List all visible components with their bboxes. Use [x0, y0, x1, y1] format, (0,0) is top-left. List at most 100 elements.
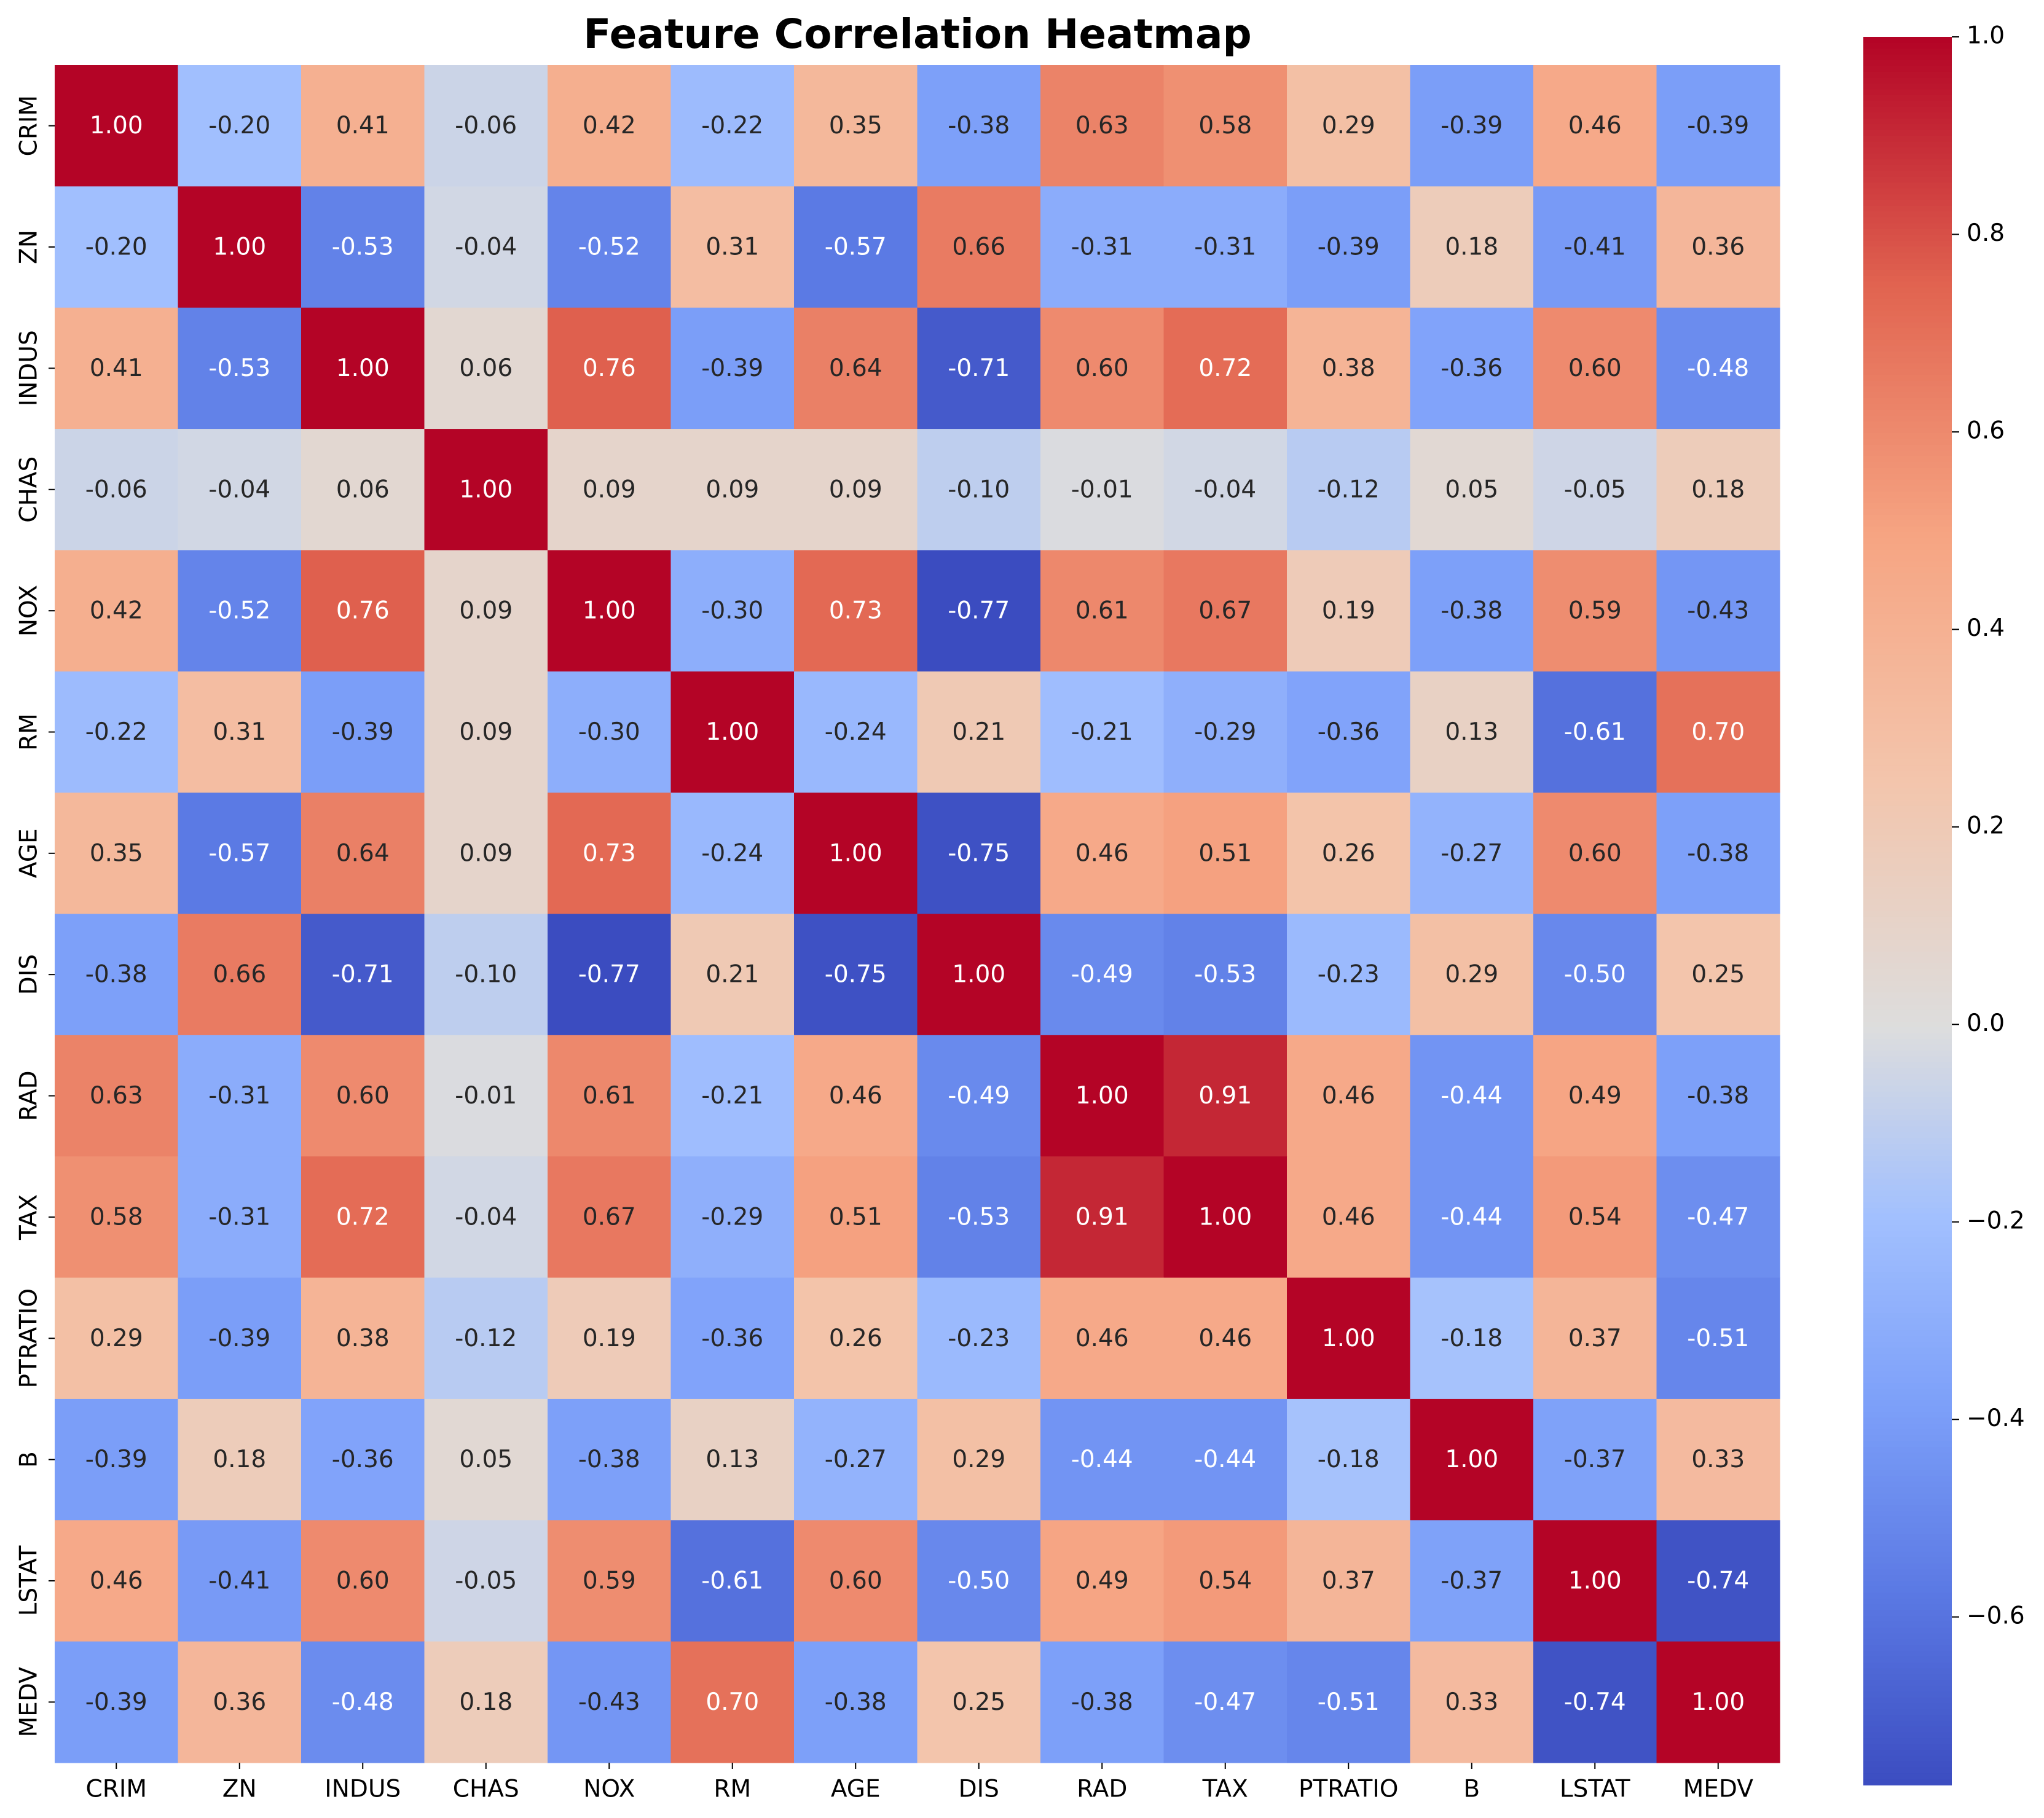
cell-value-label: 0.60 [1568, 355, 1622, 382]
heatmap-cell [670, 307, 795, 429]
colorbar-gradient-slice [1863, 141, 1952, 149]
cell-value-label: 0.19 [583, 1325, 636, 1352]
colorbar-gradient-slice [1863, 957, 1952, 964]
colorbar-gradient-slice [1863, 1161, 1952, 1168]
colorbar-tick-label: −0.4 [1967, 1405, 2025, 1432]
cell-value-label: 0.58 [1198, 112, 1252, 139]
colorbar-gradient-slice [1863, 1277, 1952, 1285]
colorbar-gradient-slice [1863, 118, 1952, 125]
cell-value-label: 1.00 [1075, 1082, 1129, 1110]
cell-value-label: 0.06 [336, 476, 390, 503]
colorbar-gradient-slice [1863, 1685, 1952, 1693]
colorbar-gradient-slice [1863, 293, 1952, 300]
colorbar-gradient-slice [1863, 934, 1952, 941]
cell-value-label: -0.47 [1194, 1688, 1256, 1716]
colorbar-gradient-slice [1863, 392, 1952, 399]
cell-value-label: 0.41 [336, 112, 390, 139]
heatmap-cell [424, 914, 548, 1036]
heatmap-cell [424, 1641, 548, 1763]
cell-value-label: -0.44 [1194, 1446, 1256, 1473]
colorbar-gradient-slice [1863, 1464, 1952, 1471]
cell-value-label: -0.77 [948, 597, 1010, 625]
colorbar-gradient-slice [1863, 322, 1952, 329]
cell-value-label: -0.38 [1441, 597, 1503, 625]
heatmap-cell [794, 1520, 918, 1642]
colorbar-gradient-slice [1863, 1295, 1952, 1302]
colorbar-gradient-slice [1863, 1656, 1952, 1663]
cell-value-label: 0.54 [1568, 1203, 1622, 1231]
heatmap-cell [1040, 1398, 1165, 1521]
cell-value-label: -0.39 [701, 355, 763, 382]
colorbar-gradient-slice [1863, 1336, 1952, 1343]
heatmap-cell [917, 1277, 1041, 1400]
heatmap-cell [424, 671, 548, 793]
colorbar-gradient-slice [1863, 1178, 1952, 1186]
cell-value-label: -0.44 [1441, 1203, 1503, 1231]
cell-value-label: -0.47 [1687, 1203, 1749, 1231]
heatmap-cell [178, 1156, 302, 1279]
cell-value-label: -0.71 [948, 355, 1010, 382]
colorbar-gradient-slice [1863, 77, 1952, 84]
y-tick-label: TAX [15, 1194, 43, 1240]
colorbar-gradient-slice [1863, 444, 1952, 452]
heatmap-cell [917, 671, 1041, 793]
heatmap-cell [1040, 1520, 1165, 1642]
colorbar-gradient-slice [1863, 1108, 1952, 1116]
colorbar-gradient-slice [1863, 427, 1952, 434]
cell-value-label: 1.00 [336, 355, 390, 382]
heatmap-cell [670, 429, 795, 551]
cell-value-label: -0.36 [1441, 355, 1503, 382]
cell-value-label: -0.44 [1071, 1446, 1133, 1473]
heatmap-cell [1163, 914, 1287, 1036]
cell-value-label: 0.60 [336, 1082, 390, 1110]
x-tick-label: TAX [1202, 1776, 1248, 1803]
cell-value-label: -0.38 [85, 961, 147, 989]
heatmap-cell [670, 1277, 795, 1400]
cell-value-label: 0.46 [1322, 1203, 1375, 1231]
cell-value-label: -0.10 [455, 961, 517, 989]
colorbar-gradient-slice [1863, 870, 1952, 877]
cell-value-label: -0.05 [455, 1567, 517, 1594]
colorbar-gradient-slice [1863, 456, 1952, 463]
heatmap-cell [1287, 671, 1411, 793]
colorbar-gradient-slice [1863, 1220, 1952, 1226]
heatmap-cell [1656, 1277, 1780, 1400]
heatmap-cell [1163, 1277, 1287, 1400]
cell-value-label: 0.05 [459, 1446, 513, 1473]
x-axis-ticks: CRIM ZN INDUS CHAS NOX RM AGE DIS RAD TAX PTRATIO B… [86, 1763, 1753, 1803]
colorbar-gradient-slice [1863, 136, 1952, 143]
colorbar-gradient-slice [1863, 601, 1952, 609]
heatmap-cell [670, 1156, 795, 1279]
colorbar-gradient-slice [1863, 1103, 1952, 1110]
colorbar-gradient-slice [1863, 176, 1952, 184]
colorbar-gradient-slice [1863, 654, 1952, 661]
colorbar-gradient-slice [1863, 817, 1952, 825]
heatmap-cell [548, 671, 672, 793]
heatmap-cell [1533, 1156, 1657, 1279]
heatmap-cell [1287, 307, 1411, 429]
colorbar-gradient-slice [1863, 823, 1952, 830]
cell-value-label: 0.46 [1322, 1082, 1375, 1110]
heatmap-cell [1410, 1398, 1534, 1521]
cell-value-label: 1.00 [213, 233, 266, 261]
colorbar-gradient-slice [1863, 946, 1952, 952]
colorbar-gradient-slice [1863, 578, 1952, 586]
heatmap-cell [178, 793, 302, 915]
colorbar-gradient-slice [1863, 1359, 1952, 1366]
cell-value-label: -0.61 [1564, 718, 1626, 746]
colorbar-gradient-slice [1863, 71, 1952, 79]
colorbar-gradient-slice [1863, 1231, 1952, 1238]
colorbar: 1.0 0.8 0.6 0.4 0.2 0.0 −0.2 −0.4 −0.6 [1863, 22, 2025, 1785]
colorbar-gradient-slice [1863, 1540, 1952, 1547]
cell-value-label: 0.31 [213, 718, 266, 746]
cell-value-label: 0.33 [1445, 1688, 1498, 1716]
cell-value-label: 0.29 [90, 1325, 143, 1352]
cell-value-label: 0.26 [1322, 839, 1375, 867]
cell-value-label: -0.06 [455, 112, 517, 139]
cell-value-label: -0.39 [1687, 112, 1749, 139]
cell-value-label: 0.18 [1445, 233, 1498, 261]
cell-value-label: -0.22 [85, 718, 147, 746]
cell-value-label: 1.00 [1691, 1688, 1745, 1716]
colorbar-gradient-slice [1863, 450, 1952, 457]
colorbar-gradient-slice [1863, 1091, 1952, 1098]
